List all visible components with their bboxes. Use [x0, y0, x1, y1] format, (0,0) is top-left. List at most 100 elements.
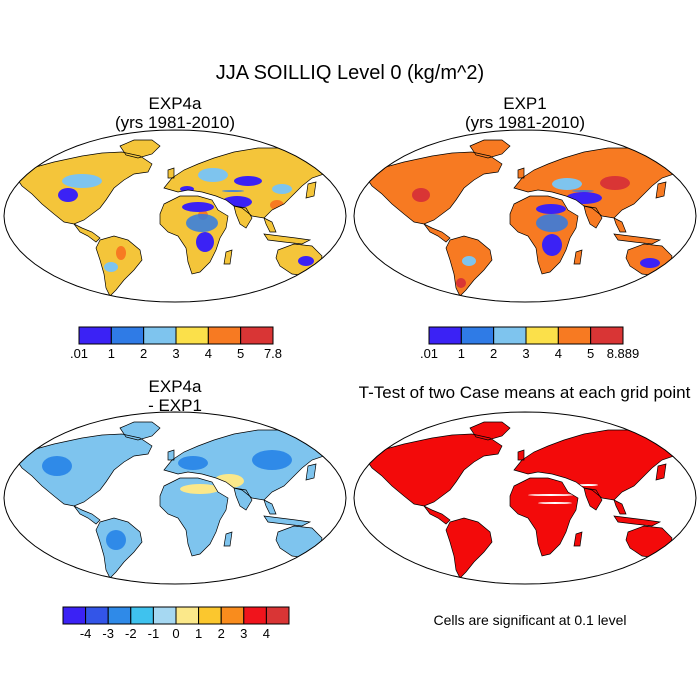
coastline	[364, 151, 503, 225]
coastline	[509, 195, 579, 275]
colorbar-segment	[557, 326, 592, 345]
landmass-seasia	[264, 500, 276, 514]
coastline	[159, 195, 229, 275]
landmass-namerica	[365, 152, 502, 224]
coastline	[655, 181, 667, 199]
landmass-camerica	[424, 224, 450, 242]
coastline	[613, 217, 627, 233]
coastline	[613, 499, 627, 515]
panel-title-exp4a: EXP4a (yrs 1981-2010)	[15, 94, 335, 132]
landmass-india	[234, 206, 252, 228]
landmass-seasia	[614, 500, 626, 514]
coastline	[95, 235, 143, 297]
colorbar-segment	[590, 326, 624, 345]
coastline	[423, 505, 451, 525]
landmass-britain	[168, 450, 174, 460]
field-region	[178, 456, 208, 470]
colorbar-tick-label: 2	[218, 626, 225, 641]
coastline	[445, 517, 493, 579]
colorbar-tick-label: 3	[240, 626, 247, 641]
landmass-india	[584, 488, 602, 510]
field-region	[272, 184, 292, 194]
coastline	[73, 505, 101, 525]
colorbar-tick-label: 1	[195, 626, 202, 641]
colorbar-tick-label: 8.889	[607, 346, 640, 361]
field-region	[116, 246, 126, 260]
coastline	[583, 487, 603, 511]
field-region	[186, 214, 218, 232]
colorbar-segment	[240, 326, 274, 345]
field-region	[600, 176, 630, 190]
landmass-eurasia	[164, 430, 332, 500]
field-region	[180, 484, 220, 494]
field-region	[104, 262, 118, 272]
coastline	[509, 477, 579, 557]
colorbar-tick-label: -1	[148, 626, 160, 641]
coastline	[681, 557, 693, 571]
colorbar-tick-label: 0	[172, 626, 179, 641]
map-border	[3, 411, 347, 585]
landmass-eurasia	[514, 148, 682, 218]
landmass-eurasia	[514, 430, 682, 500]
coastline	[73, 223, 101, 243]
colorbar-tick-label: 2	[490, 346, 497, 361]
map-border	[353, 411, 697, 585]
field-region	[528, 494, 574, 496]
map-panel-exp1	[353, 129, 697, 303]
landmass-britain	[168, 168, 174, 178]
landmass-africa	[160, 478, 228, 556]
coastline	[517, 449, 525, 461]
coastline	[331, 275, 343, 289]
panel-title-line1: EXP4a	[148, 377, 202, 396]
coastline	[14, 433, 153, 507]
coastline	[233, 487, 253, 511]
map-panel-exp4a	[3, 129, 347, 303]
colorbar-segment	[525, 326, 559, 345]
coastline	[14, 151, 153, 225]
field-region	[198, 168, 228, 182]
field-region	[252, 450, 292, 470]
colorbar-tick-label: 3	[522, 346, 529, 361]
panel-title-line2: (yrs 1981-2010)	[464, 113, 585, 132]
panel-title-line2: (yrs 1981-2010)	[114, 113, 235, 132]
coastline	[305, 463, 317, 481]
coastline	[331, 557, 343, 571]
coastline	[613, 233, 662, 245]
coastline	[573, 249, 583, 265]
landmass-samerica	[96, 236, 142, 296]
landmass-nz	[332, 558, 342, 570]
colorbar-segment	[175, 606, 200, 625]
coastline	[445, 235, 493, 297]
landmass-seasia	[614, 218, 626, 232]
coastline	[223, 249, 233, 265]
panel-title-line2: - EXP1	[148, 396, 202, 415]
landmass-indonesia	[614, 234, 660, 244]
coastline	[167, 167, 175, 179]
landmass-japan	[306, 464, 316, 480]
field-region	[298, 256, 314, 266]
landmass-india	[584, 206, 602, 228]
colorbar-tick-label: .01	[420, 346, 438, 361]
colorbar-tick-label: -2	[125, 626, 137, 641]
landmass-nz	[332, 276, 342, 288]
field-region	[196, 232, 214, 252]
landmass-namerica	[15, 152, 152, 224]
map-border	[3, 129, 347, 303]
colorbar-tick-label: .01	[70, 346, 88, 361]
field-region	[462, 256, 476, 266]
landmass-africa	[510, 196, 578, 274]
colorbar-segment	[85, 606, 109, 625]
map-panel-difference	[3, 411, 347, 585]
colorbar-tick-label: 5	[587, 346, 594, 361]
coastline	[513, 429, 683, 501]
colorbar-segment	[428, 326, 462, 345]
map-panel-ttest	[353, 411, 697, 585]
coastline	[305, 181, 317, 199]
coastline	[119, 421, 161, 441]
coastline	[95, 517, 143, 579]
field-region	[106, 530, 126, 550]
colorbar-tick-label: 4	[263, 626, 270, 641]
field-region	[58, 188, 78, 202]
landmass-camerica	[74, 224, 100, 242]
colorbar-segment	[460, 326, 495, 345]
